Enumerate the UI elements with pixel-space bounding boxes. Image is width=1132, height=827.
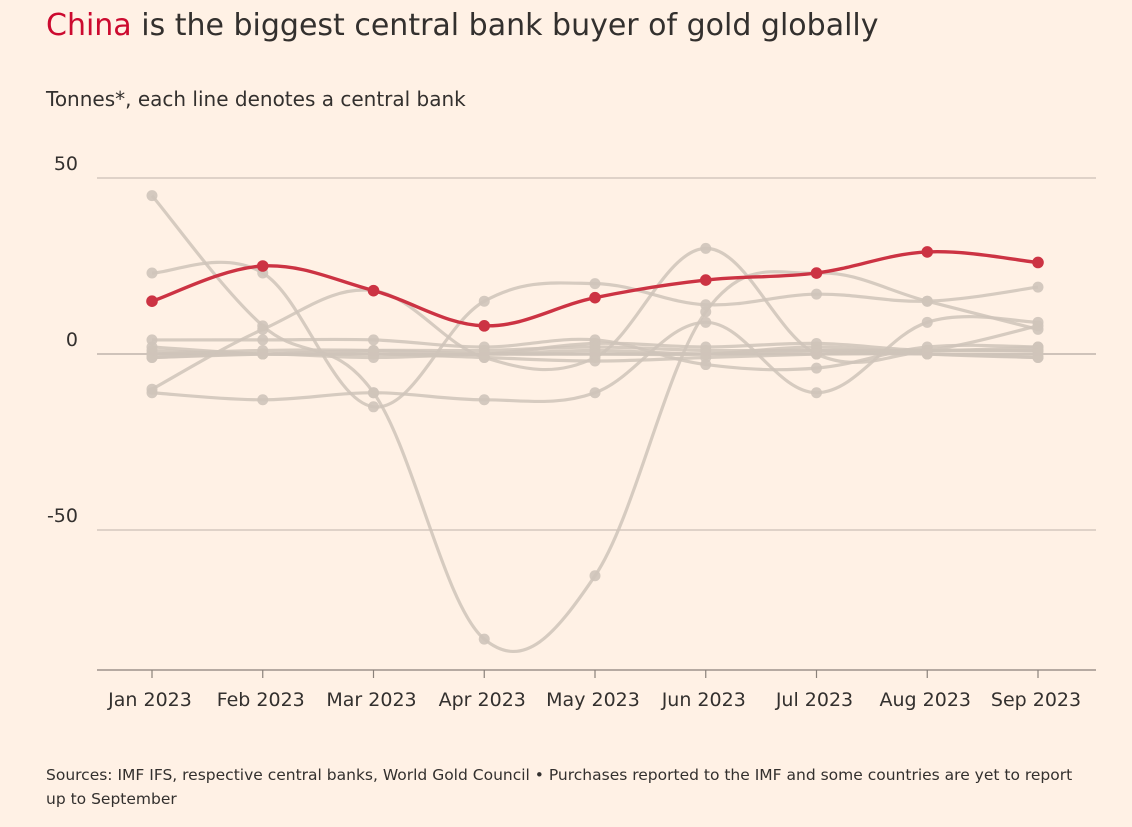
data-point: [146, 383, 158, 395]
china-data-point: [478, 320, 491, 332]
data-point: [700, 348, 712, 360]
other-central-banks: [146, 190, 1044, 653]
y-tick-label: 0: [66, 329, 78, 351]
source-note: Sources: IMF IFS, respective central ban…: [46, 766, 1073, 808]
data-point: [146, 190, 158, 202]
china-data-point: [1032, 256, 1044, 269]
data-point: [811, 288, 822, 300]
data-point: [478, 348, 490, 360]
series-line: [151, 260, 1039, 409]
data-point: [589, 348, 601, 360]
data-point: [257, 323, 269, 335]
data-point: [368, 401, 379, 413]
title-rest: is the biggest central bank buyer of gol…: [131, 8, 879, 43]
x-tick-label: Jun 2023: [661, 689, 746, 711]
china-data-point: [589, 291, 601, 304]
title-highlight: China: [46, 8, 132, 43]
data-point: [1032, 352, 1044, 364]
data-point: [921, 348, 933, 360]
x-axis: Jan 2023 Feb 2023 Mar 2023 Apr 2023 May 2023…: [97, 669, 1096, 711]
data-point: [368, 387, 379, 399]
chart-title: China is the biggest central bank buyer …: [46, 8, 879, 43]
data-point: [811, 362, 822, 374]
data-point: [921, 316, 933, 328]
data-point: [589, 278, 601, 290]
data-point: [811, 387, 822, 399]
x-tick-label: Feb 2023: [217, 689, 305, 711]
china-data-point: [256, 260, 269, 272]
china-data-point: [146, 295, 158, 308]
data-point: [257, 348, 269, 360]
x-tick-label: May 2023: [546, 689, 640, 711]
series-line: [150, 194, 1039, 653]
data-point: [478, 633, 490, 645]
data-point: [146, 352, 158, 364]
data-point: [478, 295, 490, 307]
data-point: [368, 334, 379, 346]
data-point: [700, 242, 712, 254]
y-tick-label: -50: [47, 505, 78, 527]
x-tick-label: Apr 2023: [439, 689, 526, 711]
data-point: [589, 387, 601, 399]
x-tick-label: Mar 2023: [326, 689, 416, 711]
china-data-point: [699, 274, 712, 286]
data-point: [1032, 320, 1044, 332]
series-line: [151, 315, 1039, 404]
china-data-point: [921, 246, 934, 258]
x-tick-label: Jul 2023: [775, 689, 853, 711]
data-point: [257, 394, 269, 406]
x-tick-label: Sep 2023: [991, 689, 1081, 711]
data-point: [700, 299, 712, 311]
data-point: [921, 295, 933, 307]
y-tick-label: 50: [54, 153, 78, 175]
data-point: [368, 352, 379, 364]
data-point: [700, 316, 712, 328]
x-tick-label: Jan 2023: [107, 689, 192, 711]
series-line: [151, 246, 1039, 391]
data-point: [257, 334, 269, 346]
data-point: [1032, 281, 1044, 293]
data-point: [146, 267, 158, 279]
china-series: [146, 246, 1044, 332]
chart-subtitle: Tonnes*, each line denotes a central ban…: [46, 87, 466, 111]
line-chart: 50 0 -50 Jan 2023 Feb 2023 Mar 2023 Apr 2023 M…: [47, 153, 1096, 711]
china-data-point: [367, 284, 380, 297]
data-point: [478, 394, 490, 406]
data-point: [146, 341, 158, 353]
data-point: [589, 570, 601, 582]
china-data-point: [810, 267, 823, 279]
data-point: [811, 341, 822, 353]
x-tick-label: Aug 2023: [880, 689, 972, 711]
